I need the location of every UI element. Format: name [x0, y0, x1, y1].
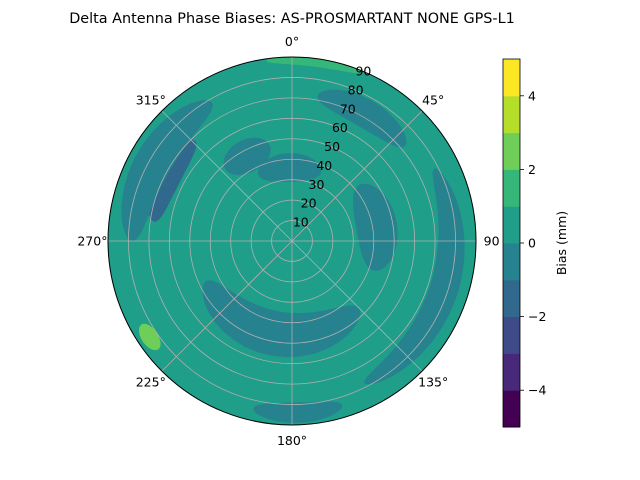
contour-region-6 [364, 168, 465, 385]
angular-gridline [161, 240, 293, 372]
colorbar-tick-label: 4 [528, 88, 536, 103]
colorbar-segment [503, 353, 520, 391]
angular-gridline [291, 240, 423, 372]
angular-tick-label: 0° [285, 34, 299, 49]
angular-tick-label: 315° [136, 92, 166, 107]
colorbar-segment [503, 95, 520, 134]
radial-tick-label: 80 [348, 82, 364, 97]
contour-region-11 [139, 323, 161, 351]
radial-tick-label: 50 [324, 139, 340, 154]
chart-title: Delta Antenna Phase Biases: AS-PROSMARTA… [69, 11, 515, 27]
radial-tick-label: 30 [309, 177, 325, 192]
contour-region-5 [317, 89, 407, 148]
colorbar-tick-label: 2 [528, 162, 536, 177]
colorbar-segment [503, 316, 520, 354]
angular-tick-label: 90 [484, 234, 500, 249]
colorbar-segment [503, 206, 520, 244]
colorbar-segment [503, 169, 520, 207]
colorbar-segment [503, 243, 520, 281]
contour-region-9 [253, 401, 343, 423]
contour-region-3 [148, 139, 197, 222]
contour-region-8 [353, 183, 398, 271]
colorbar-segment [503, 59, 520, 97]
angular-gridline [161, 110, 293, 242]
angular-tick-label: 135° [418, 375, 448, 390]
radial-tick-label: 90 [355, 64, 371, 79]
polar-plot-area: 0° 45° 90 135° 180° 225° 270° 315° 10 20 30 40 50 60 7… [77, 34, 499, 448]
colorbar-tick-label: 0 [528, 236, 536, 251]
colorbar: −4 −2 0 2 4 Bias (mm) [502, 58, 569, 428]
polar-frame [107, 56, 477, 426]
angular-tick-label: 45° [422, 92, 444, 107]
angular-tick-label: 270° [77, 234, 107, 249]
contour-region-2 [223, 137, 271, 175]
colorbar-segment [503, 390, 520, 428]
radial-tick-label: 10 [293, 215, 309, 230]
colorbar-tick-label: −4 [528, 383, 546, 398]
radial-tick-label: 40 [316, 158, 332, 173]
radial-tick-label: 20 [301, 196, 317, 211]
angular-tick-label: 225° [136, 375, 166, 390]
radial-tick-label: 70 [340, 101, 356, 116]
colorbar-label: Bias (mm) [554, 211, 569, 275]
angular-tick-label: 180° [277, 433, 307, 448]
colorbar-segment [503, 132, 520, 170]
contour-region-10 [266, 57, 361, 74]
colorbar-segment [503, 279, 520, 318]
colorbar-tick-label: −2 [528, 309, 546, 324]
radial-tick-label: 60 [332, 120, 348, 135]
contour-region-7 [202, 280, 361, 358]
angular-gridline [291, 110, 423, 242]
grid [108, 57, 476, 425]
